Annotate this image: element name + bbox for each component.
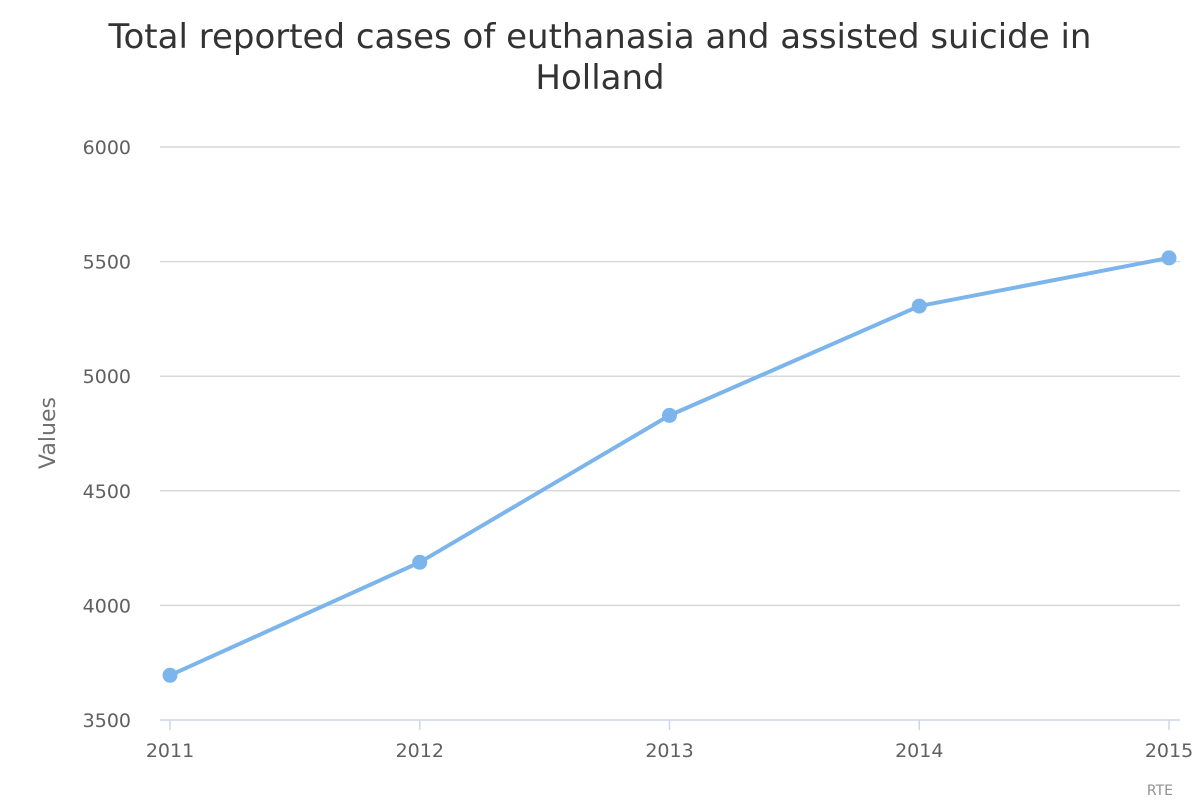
series-line [168, 255, 1171, 678]
y-tick-label: 4000 [83, 595, 131, 617]
data-point[interactable] [662, 407, 677, 423]
y-tick-label: 4500 [83, 481, 131, 503]
y-axis-title: Values [36, 397, 61, 469]
data-point[interactable] [412, 554, 428, 570]
series-layer [162, 250, 1177, 683]
x-axis-tick-labels: 2011 2012 2013 2014 2015 [146, 740, 1193, 762]
chart-title-line-1: Total reported cases of euthanasia and a… [108, 17, 1092, 57]
x-tick-label: 2014 [895, 740, 943, 762]
gridlines [160, 146, 1180, 607]
y-axis-tick-labels: 3500 4000 4500 5000 5500 6000 [83, 137, 131, 732]
y-tick-label: 5500 [83, 252, 131, 274]
y-tick-label: 3500 [83, 710, 131, 732]
data-point[interactable] [162, 667, 178, 683]
y-tick-label: 5000 [83, 366, 131, 388]
x-tick-label: 2011 [146, 740, 194, 762]
y-tick-label: 6000 [83, 137, 131, 159]
chart-title-line-2: Holland [535, 58, 664, 98]
x-axis [160, 719, 1180, 730]
x-tick-label: 2013 [645, 740, 693, 762]
credit-label[interactable]: RTE [1147, 783, 1173, 799]
x-tick-label: 2012 [396, 740, 444, 762]
data-point[interactable] [1161, 250, 1177, 266]
x-tick-label: 2015 [1145, 740, 1193, 762]
data-point[interactable] [911, 298, 927, 314]
